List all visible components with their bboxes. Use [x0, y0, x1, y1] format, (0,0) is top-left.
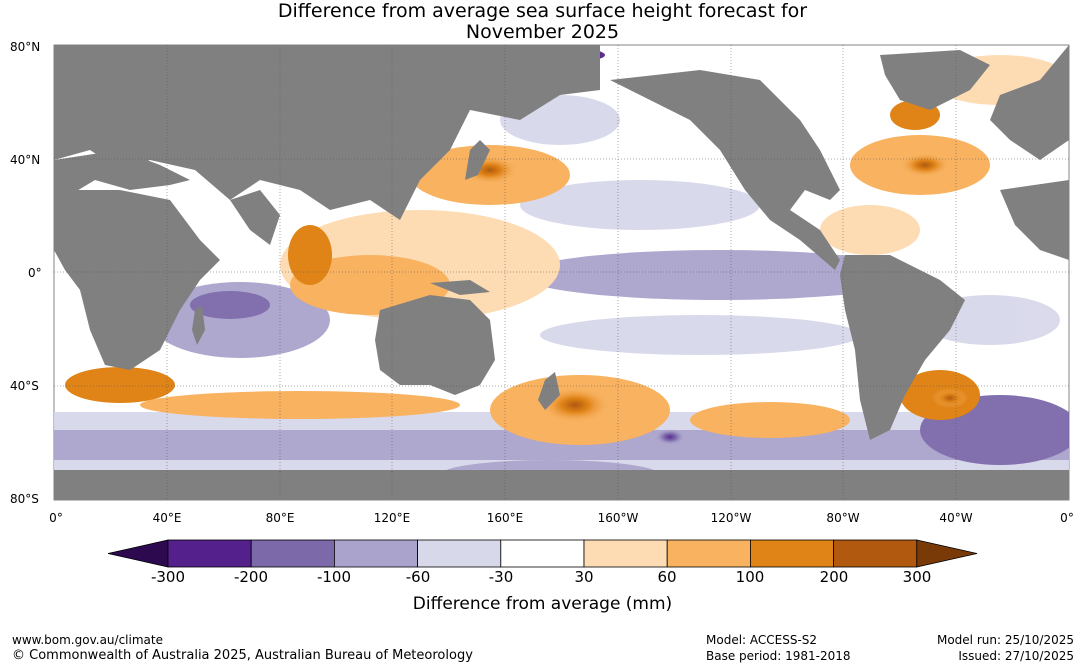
- colorbar-segment: [250, 539, 335, 568]
- madagascar: [192, 305, 205, 345]
- footer-copyright: © Commonwealth of Australia 2025, Austra…: [12, 648, 473, 663]
- lat-label-80n: 80°N: [10, 40, 41, 54]
- colorbar-segment: [333, 539, 418, 568]
- colorbar-segment: [750, 539, 835, 568]
- colorbar-label-300: 300: [902, 568, 932, 586]
- colorbar-arrow-low: [107, 539, 169, 568]
- antarctica: [54, 470, 1069, 500]
- colorbar-arrow-high: [916, 539, 978, 568]
- africa-east: [1000, 180, 1069, 260]
- south-pacific-core: [655, 429, 685, 445]
- colorbar-segment: [833, 539, 918, 568]
- greenland: [880, 50, 990, 110]
- agulhas-positive: [65, 367, 175, 403]
- land-masses: [54, 45, 1069, 500]
- colorbar-segment: [417, 539, 502, 568]
- north-america: [610, 70, 840, 270]
- colorbar-segment: [666, 539, 751, 568]
- colorbar-segment: [500, 539, 585, 568]
- lon-label-80e: 80°E: [265, 511, 295, 525]
- japan: [465, 140, 490, 180]
- lon-label-120w: 120°W: [710, 511, 752, 525]
- new-guinea: [430, 280, 490, 295]
- south-america: [840, 255, 965, 440]
- maritime-positive-core: [288, 225, 332, 285]
- uk: [1045, 110, 1058, 140]
- gulf-stream-core: [900, 153, 950, 177]
- footer-base-period: Base period: 1981-2018: [706, 649, 851, 663]
- colorbar-label-200: 200: [819, 568, 849, 586]
- negative-anomaly-areas: [54, 47, 1069, 490]
- footer-issued: Issued: 27/10/2025: [958, 649, 1074, 663]
- lon-label-160e: 160°E: [486, 511, 524, 525]
- colorbar-label-60: 60: [657, 568, 677, 586]
- lon-label-0-east: 0°: [1060, 511, 1074, 525]
- colorbar-segment: [583, 539, 668, 568]
- africa: [54, 190, 220, 370]
- south-pacific-positive: [690, 402, 850, 438]
- new-zealand: [538, 372, 560, 410]
- lon-label-40w: 40°W: [939, 511, 973, 525]
- southern-indian-positive: [140, 391, 460, 419]
- colorbar: [107, 539, 978, 568]
- chart-title-line-1: Difference from average sea surface heig…: [277, 0, 808, 22]
- europe-west: [54, 150, 190, 195]
- lon-label-40e: 40°E: [152, 511, 182, 525]
- colorbar-label-neg30: -30: [488, 568, 514, 586]
- caribbean-positive: [820, 205, 920, 255]
- colorbar-label-100: 100: [735, 568, 765, 586]
- lon-label-0: 0°: [49, 511, 63, 525]
- anomaly-field: [54, 45, 1069, 500]
- lon-label-120e: 120°E: [373, 511, 411, 525]
- footer-model: Model: ACCESS-S2: [706, 633, 818, 647]
- colorbar-label-neg200: -200: [233, 568, 269, 586]
- pacific-south-negative: [540, 315, 860, 355]
- colorbar-label-neg60: -60: [405, 568, 431, 586]
- colorbar-title: Difference from average (mm): [412, 594, 673, 614]
- lat-label-40n: 40°N: [10, 153, 41, 167]
- colorbar-segment: [167, 539, 252, 568]
- lon-label-160w: 160°W: [597, 511, 639, 525]
- indian-ocean-negative-core: [190, 291, 270, 319]
- pacific-north-negative: [520, 180, 760, 230]
- pacific-equatorial-negative: [520, 250, 920, 300]
- lat-label-40s: 40°S: [10, 379, 39, 393]
- australia: [375, 295, 495, 395]
- lon-label-80w: 80°W: [826, 511, 860, 525]
- arabia-india: [230, 190, 280, 245]
- chart-title-line-2: November 2025: [465, 21, 620, 43]
- asia: [54, 45, 600, 220]
- map-gridlines: [54, 45, 1069, 500]
- lat-label-equator: 0°: [28, 266, 42, 280]
- brazil-malvinas-core: [932, 388, 968, 408]
- footer-website: www.bom.gov.au/climate: [12, 633, 163, 647]
- footer-model-run: Model run: 25/10/2025: [936, 633, 1074, 647]
- colorbar-label-neg100: -100: [316, 568, 352, 586]
- indonesia-positive: [290, 255, 450, 315]
- colorbar-label-30: 30: [574, 568, 594, 586]
- colorbar-label-neg300: -300: [150, 568, 186, 586]
- lat-label-80s: 80°S: [10, 492, 39, 506]
